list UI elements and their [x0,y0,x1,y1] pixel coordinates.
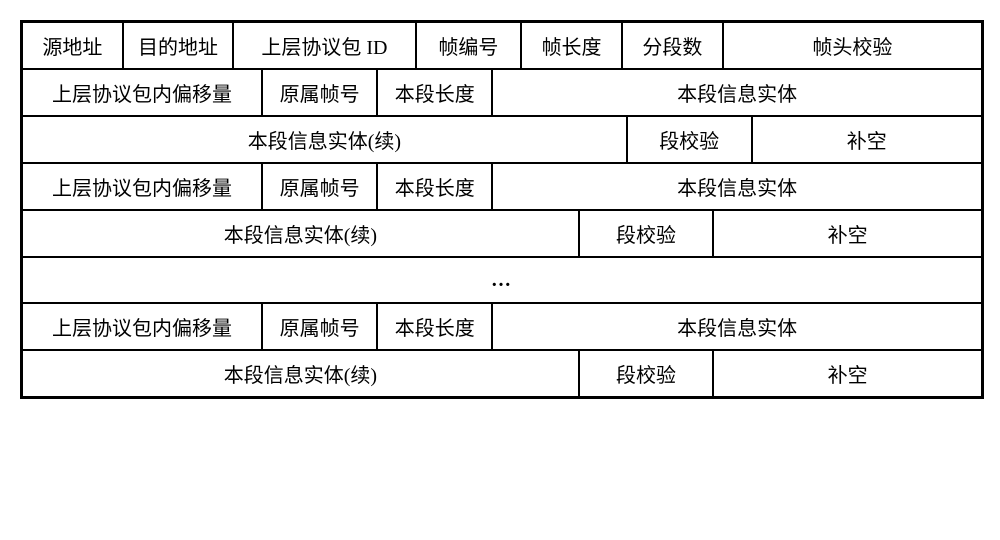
segment-c-row2: 本段信息实体(续) 段校验 补空 [22,350,982,397]
cell-seg-info: 本段信息实体 [492,303,982,350]
cell-source-addr: 源地址 [22,22,123,69]
cell-header-check: 帧头校验 [723,22,982,69]
segment-c-row1: 上层协议包内偏移量 原属帧号 本段长度 本段信息实体 [22,303,982,350]
cell-seg-info-cont: 本段信息实体(续) [22,350,579,397]
cell-seg-info-cont: 本段信息实体(续) [22,116,627,163]
cell-frame-length: 帧长度 [521,22,622,69]
cell-seg-check: 段校验 [579,350,713,397]
cell-seg-length: 本段长度 [377,69,492,116]
ellipsis-row: … [22,257,982,303]
cell-orig-frame: 原属帧号 [262,69,377,116]
segment-a-row2: 本段信息实体(续) 段校验 补空 [22,116,982,163]
frame-structure-table: 源地址 目的地址 上层协议包 ID 帧编号 帧长度 分段数 帧头校验 上层协议包… [20,20,984,399]
cell-segment-count: 分段数 [622,22,723,69]
segment-b-row1: 上层协议包内偏移量 原属帧号 本段长度 本段信息实体 [22,163,982,210]
cell-dest-addr: 目的地址 [123,22,233,69]
cell-seg-info: 本段信息实体 [492,69,982,116]
cell-offset: 上层协议包内偏移量 [22,303,262,350]
cell-frame-number: 帧编号 [416,22,522,69]
segment-b-row2: 本段信息实体(续) 段校验 补空 [22,210,982,257]
cell-orig-frame: 原属帧号 [262,163,377,210]
cell-seg-check: 段校验 [579,210,713,257]
header-row: 源地址 目的地址 上层协议包 ID 帧编号 帧长度 分段数 帧头校验 [22,22,982,69]
cell-seg-length: 本段长度 [377,303,492,350]
cell-padding: 补空 [752,116,982,163]
cell-padding: 补空 [713,350,982,397]
cell-seg-length: 本段长度 [377,163,492,210]
cell-padding: 补空 [713,210,982,257]
cell-upper-proto-id: 上层协议包 ID [233,22,415,69]
cell-seg-info-cont: 本段信息实体(续) [22,210,579,257]
cell-orig-frame: 原属帧号 [262,303,377,350]
cell-seg-check: 段校验 [627,116,752,163]
cell-offset: 上层协议包内偏移量 [22,69,262,116]
cell-offset: 上层协议包内偏移量 [22,163,262,210]
segment-a-row1: 上层协议包内偏移量 原属帧号 本段长度 本段信息实体 [22,69,982,116]
cell-seg-info: 本段信息实体 [492,163,982,210]
